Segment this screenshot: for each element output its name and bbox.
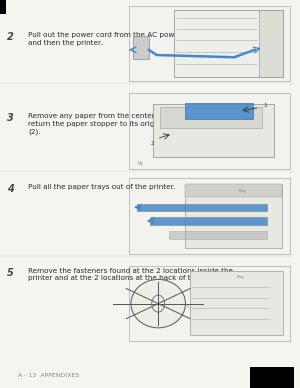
Text: 2: 2 — [8, 32, 14, 42]
Ellipse shape — [131, 279, 185, 328]
Text: A - 13  APPENDIXES: A - 13 APPENDIXES — [18, 373, 79, 378]
Bar — [185, 184, 282, 248]
Text: Remove any paper from the center output tray (1) and
return the paper stopper to: Remove any paper from the center output … — [28, 113, 244, 135]
Bar — [250, 367, 294, 388]
Bar — [185, 103, 253, 119]
Bar — [129, 6, 290, 81]
Bar — [0, 0, 6, 14]
Text: Pag: Pag — [237, 274, 244, 279]
Text: 5: 5 — [8, 268, 14, 278]
Bar — [185, 184, 282, 197]
Text: 3: 3 — [8, 113, 14, 123]
Bar — [190, 271, 283, 335]
Bar — [153, 104, 274, 158]
Bar — [129, 266, 290, 341]
Bar — [150, 217, 267, 225]
Text: Pag: Pag — [238, 189, 246, 193]
Bar — [133, 36, 148, 59]
Text: Remove the fasteners found at the 2 locations inside the
printer and at the 2 lo: Remove the fasteners found at the 2 loca… — [28, 268, 233, 281]
Bar — [174, 10, 283, 77]
Bar — [129, 93, 290, 169]
Bar — [169, 231, 267, 239]
Bar — [137, 204, 267, 211]
Text: Pa: Pa — [137, 161, 143, 166]
Bar — [259, 10, 283, 77]
Text: Pull all the paper trays out of the printer.: Pull all the paper trays out of the prin… — [28, 184, 175, 190]
Text: 2: 2 — [150, 140, 154, 146]
Text: Pull out the power cord from the AC power outlet/socket
and then the printer.: Pull out the power cord from the AC powe… — [28, 32, 231, 45]
Bar — [129, 178, 290, 254]
Bar — [160, 107, 262, 128]
Text: 4: 4 — [8, 184, 14, 194]
Text: 1: 1 — [263, 104, 266, 109]
